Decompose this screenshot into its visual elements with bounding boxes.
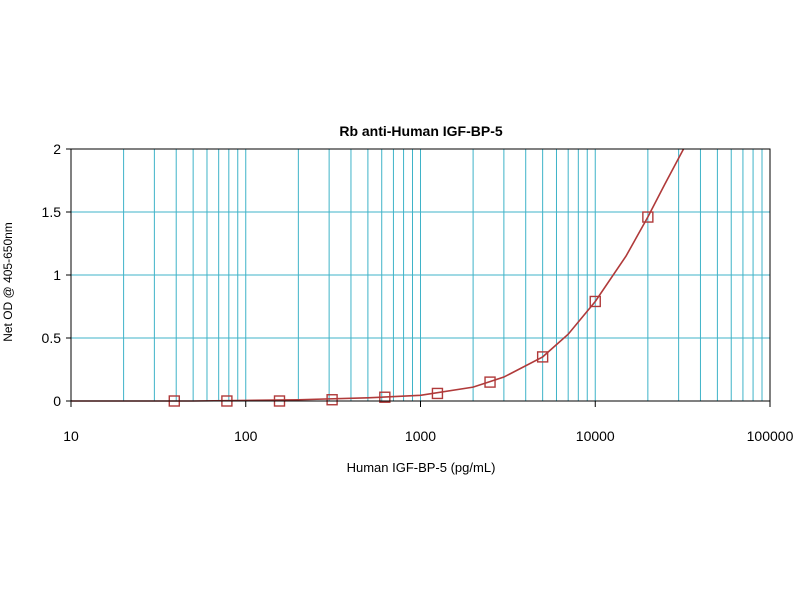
- x-axis-label: Human IGF-BP-5 (pg/mL): [347, 460, 496, 475]
- y-axis-label: Net OD @ 405-650nm: [1, 222, 15, 342]
- y-tick-label: 1.5: [42, 204, 62, 220]
- y-tick-label: 1: [53, 267, 61, 283]
- data-point-marker: [379, 391, 391, 403]
- x-tick-label: 10: [63, 428, 79, 444]
- data-point-layer: [168, 211, 654, 407]
- data-point-marker: [589, 295, 601, 308]
- chart-title: Rb anti-Human IGF-BP-5: [339, 123, 503, 139]
- y-tick-label: 2: [53, 141, 61, 157]
- data-point-marker: [431, 387, 444, 400]
- x-tick-label: 1000: [405, 428, 436, 444]
- x-tick-label: 100000: [747, 428, 794, 444]
- data-point-marker: [484, 376, 496, 388]
- x-tick-label: 100: [234, 428, 258, 444]
- y-tick-label: 0: [53, 393, 61, 409]
- grid-layer: [71, 149, 770, 401]
- x-tick-label: 10000: [576, 428, 615, 444]
- y-tick-label: 0.5: [42, 330, 62, 346]
- data-point-marker: [326, 394, 338, 406]
- data-point-marker: [536, 351, 549, 363]
- data-point-marker: [642, 211, 654, 223]
- plot-frame: [70, 148, 771, 402]
- tick-label-layer: 0 0.5 1 1.5 2 10 100 1000 10000 100000: [42, 141, 794, 444]
